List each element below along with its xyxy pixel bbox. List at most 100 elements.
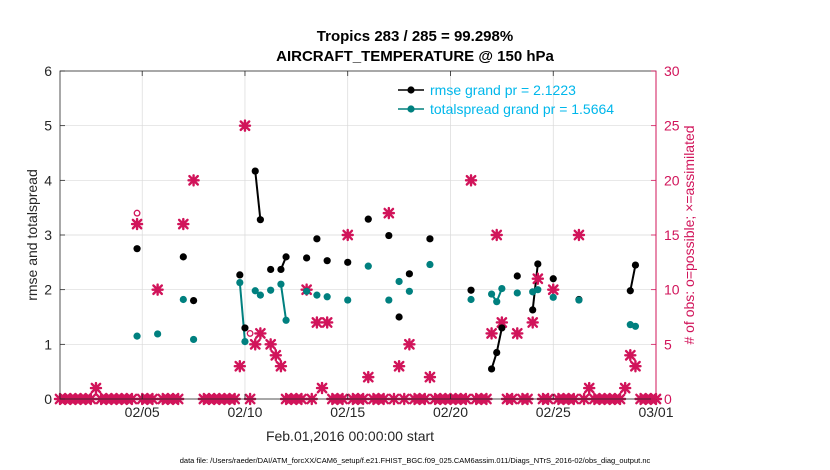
rmse-segment bbox=[254, 170, 262, 220]
spread-point bbox=[487, 290, 496, 298]
obs-assimilated-mark bbox=[531, 272, 545, 285]
obs-assimilated-mark bbox=[130, 217, 144, 231]
obs-assimilated-mark bbox=[629, 359, 642, 373]
chart-title-line1: Tropics 283 / 285 = 99.298% bbox=[317, 28, 513, 45]
obs-assimilated-mark bbox=[269, 349, 283, 362]
obs-assimilated-mark bbox=[464, 174, 478, 187]
obs-assimilated-glyph bbox=[341, 228, 354, 242]
spread-point bbox=[236, 278, 244, 287]
y-tick-label-right: 15 bbox=[664, 227, 680, 243]
rmse-point bbox=[405, 270, 413, 278]
spread-point bbox=[498, 284, 506, 293]
y-axis-label-left: rmse and totalspread bbox=[24, 169, 40, 301]
obs-assimilated-glyph bbox=[618, 381, 632, 395]
rmse-point bbox=[323, 257, 331, 265]
obs-assimilated-mark bbox=[177, 217, 190, 231]
obs-assimilated-mark bbox=[624, 349, 637, 362]
series-points bbox=[133, 167, 640, 373]
spread-point bbox=[256, 291, 264, 299]
obs-assimilated-glyph bbox=[547, 283, 560, 296]
obs-assimilated-mark bbox=[618, 381, 632, 395]
spread-point bbox=[385, 296, 393, 304]
rmse-point bbox=[251, 167, 259, 175]
obs-assimilated-mark bbox=[264, 338, 277, 351]
y-tick-label-left: 4 bbox=[44, 172, 52, 188]
rmse-point bbox=[529, 306, 537, 314]
spread-point bbox=[303, 287, 311, 295]
grid bbox=[60, 71, 656, 399]
spread-point bbox=[344, 296, 352, 304]
series-lines bbox=[238, 170, 637, 370]
obs-assimilated-mark bbox=[315, 381, 329, 395]
x-tick-label: 03/01 bbox=[638, 404, 673, 420]
rmse-point bbox=[364, 215, 372, 223]
rmse-point bbox=[256, 216, 264, 224]
obs-assimilated-glyph bbox=[531, 272, 545, 285]
y-axis-label-right: # of obs: o=possible; ×=assimilated bbox=[681, 125, 697, 344]
obs-assimilated-glyph bbox=[274, 359, 288, 373]
axis-ticks: 02/05 02/10 02/15 02/20 02/25 03/010123456051… bbox=[44, 63, 680, 420]
obs-assimilated-mark bbox=[572, 228, 586, 242]
obs-assimilated-mark bbox=[320, 316, 334, 329]
obs-assimilated-glyph bbox=[151, 283, 164, 296]
obs-assimilated-mark bbox=[341, 228, 354, 242]
obs-assimilated-glyph bbox=[187, 174, 200, 187]
obs-assimilated-mark bbox=[238, 119, 252, 132]
spread-point bbox=[395, 277, 403, 286]
obs-assimilated-mark bbox=[382, 206, 396, 220]
obs-assimilated-glyph bbox=[177, 217, 190, 231]
rmse-point bbox=[277, 265, 285, 274]
obs-assimilated-glyph bbox=[423, 370, 437, 384]
obs-assimilated-glyph bbox=[624, 349, 637, 362]
rmse-point bbox=[498, 324, 506, 332]
y-tick-label-right: 10 bbox=[664, 282, 680, 298]
rmse-point bbox=[534, 260, 542, 268]
spread-point bbox=[493, 298, 501, 306]
spread-point bbox=[277, 280, 285, 288]
obs-assimilated-glyph bbox=[238, 119, 252, 132]
obs-assimilated-glyph bbox=[495, 316, 509, 329]
rmse-point bbox=[549, 275, 557, 283]
x-tick-label: 02/20 bbox=[433, 404, 468, 420]
spread-point bbox=[313, 291, 321, 299]
y-tick-label-right: 30 bbox=[664, 63, 680, 79]
obs-assimilated-glyph bbox=[254, 327, 267, 340]
obs-assimilated-glyph bbox=[485, 327, 498, 340]
rmse-point bbox=[241, 324, 249, 332]
x-tick-label: 02/10 bbox=[227, 404, 262, 420]
y-tick-label-right: 20 bbox=[664, 172, 680, 188]
obs-assimilated-glyph bbox=[233, 359, 247, 373]
obs-assimilated-glyph bbox=[582, 381, 596, 395]
spread-point bbox=[513, 289, 521, 297]
obs-assimilated-glyph bbox=[130, 217, 144, 231]
spread-point bbox=[631, 322, 640, 330]
x-tick-label: 02/05 bbox=[125, 404, 160, 420]
spread-segment bbox=[279, 284, 288, 321]
obs-assimilated-glyph bbox=[526, 316, 539, 329]
rmse-segment bbox=[531, 263, 539, 311]
rmse-point bbox=[493, 348, 501, 357]
obs-marks bbox=[53, 119, 663, 406]
rmse-point bbox=[267, 265, 275, 274]
obs-assimilated-glyph bbox=[89, 381, 103, 395]
spread-point bbox=[534, 286, 542, 294]
legend-spread-label: totalspread grand pr = 1.5664 bbox=[430, 101, 614, 117]
legend-spread-marker bbox=[407, 105, 415, 113]
rmse-point bbox=[313, 235, 321, 243]
obs-assimilated-glyph bbox=[249, 338, 262, 351]
y-tick-label-left: 3 bbox=[44, 227, 52, 243]
rmse-point bbox=[179, 253, 187, 261]
legend-rmse-label: rmse grand pr = 2.1223 bbox=[430, 82, 576, 98]
rmse-point bbox=[133, 245, 141, 253]
obs-assimilated-glyph bbox=[403, 338, 416, 351]
y-tick-label-left: 2 bbox=[44, 282, 52, 298]
rmse-point bbox=[344, 258, 352, 266]
obs-assimilated-mark bbox=[511, 327, 524, 340]
y-tick-label-right: 5 bbox=[664, 336, 672, 352]
rmse-point bbox=[385, 231, 393, 240]
spread-point bbox=[549, 293, 557, 301]
obs-assimilated-mark bbox=[495, 316, 509, 329]
obs-assimilated-glyph bbox=[320, 316, 334, 329]
spread-point bbox=[467, 295, 475, 304]
